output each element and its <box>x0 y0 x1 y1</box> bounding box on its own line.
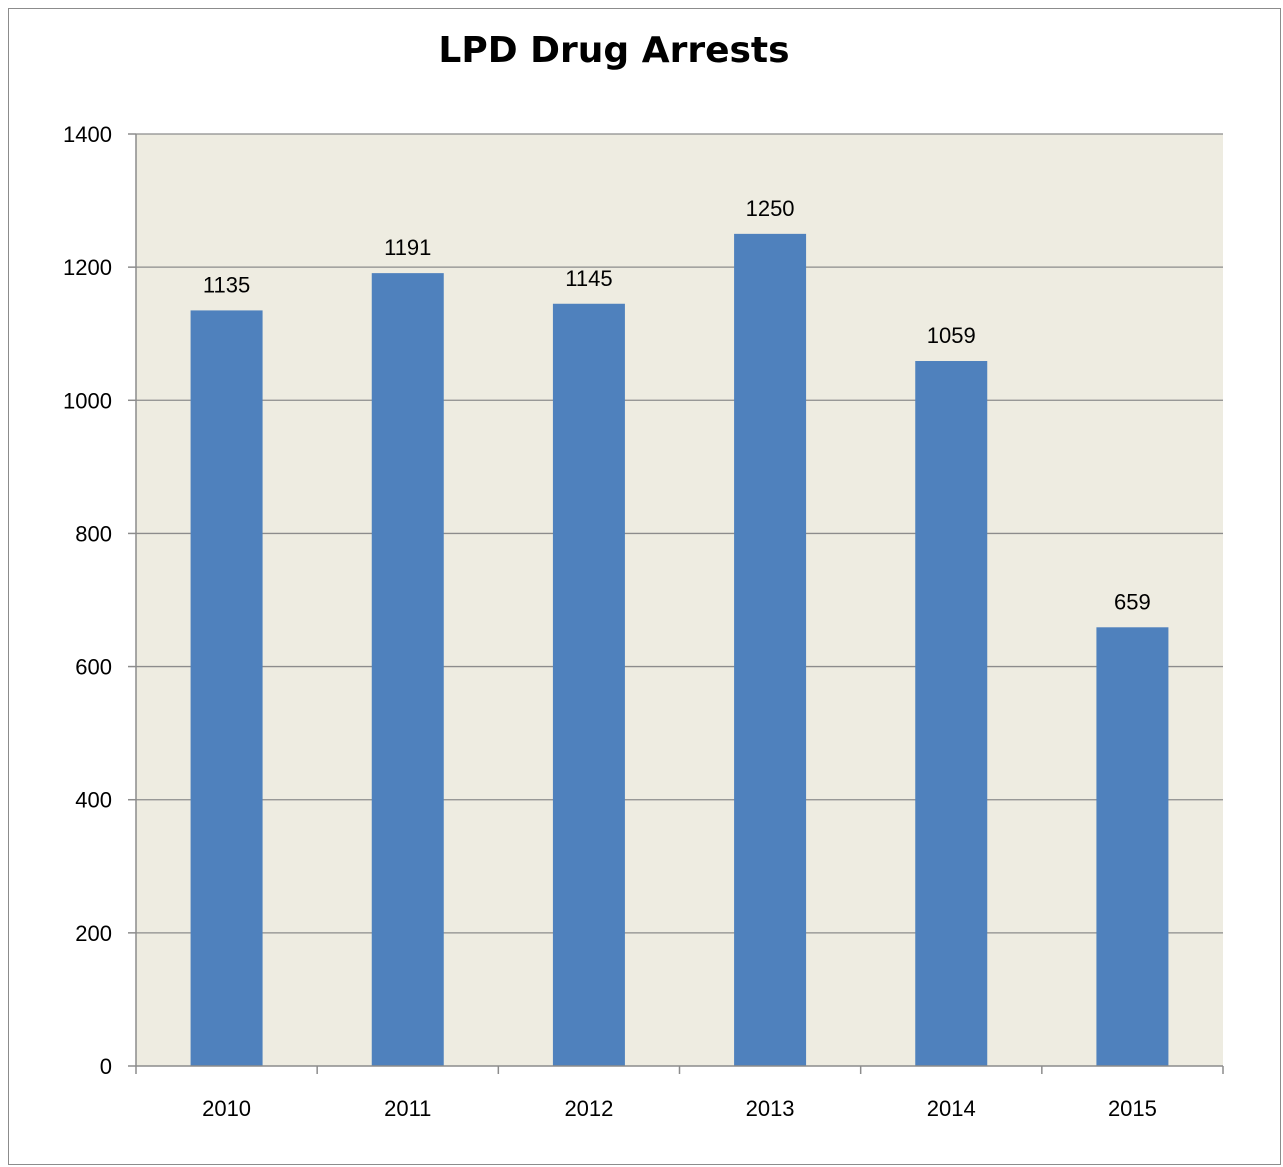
bar-2013 <box>734 233 807 1066</box>
x-tick-label-2011: 2011 <box>384 1096 431 1121</box>
plot-area <box>136 134 1223 1066</box>
data-label-2010: 1135 <box>203 272 250 297</box>
data-label-2011: 1191 <box>384 235 431 260</box>
data-label-2012: 1145 <box>565 266 612 291</box>
x-tick-label-2015: 2015 <box>1108 1096 1157 1121</box>
bar-2014 <box>915 361 988 1067</box>
y-tick-label-1400: 1400 <box>63 122 112 147</box>
y-tick-label-1000: 1000 <box>63 388 112 413</box>
y-tick-label-400: 400 <box>75 788 112 813</box>
x-tick-label-2010: 2010 <box>202 1096 251 1121</box>
chart-title: LPD Drug Arrests <box>438 30 790 71</box>
bar-2015 <box>1096 627 1169 1066</box>
data-label-2014: 1059 <box>927 323 976 348</box>
x-tick-label-2014: 2014 <box>927 1096 976 1121</box>
y-tick-label-800: 800 <box>75 521 112 546</box>
y-tick-label-0: 0 <box>100 1054 112 1079</box>
bar-2011 <box>371 273 444 1066</box>
data-label-2013: 1250 <box>746 196 795 221</box>
bar-2012 <box>552 303 625 1066</box>
bar-2010 <box>190 310 263 1066</box>
y-tick-label-1200: 1200 <box>63 255 112 280</box>
x-tick-label-2012: 2012 <box>564 1096 613 1121</box>
x-tick-label-2013: 2013 <box>746 1096 795 1121</box>
data-label-2015: 659 <box>1114 589 1151 614</box>
y-tick-label-600: 600 <box>75 655 112 680</box>
y-tick-label-200: 200 <box>75 921 112 946</box>
